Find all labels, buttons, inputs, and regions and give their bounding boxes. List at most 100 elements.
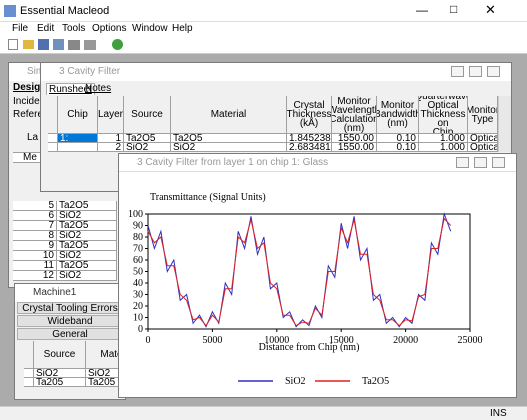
tool-save[interactable] [38,39,49,50]
cell: SiO2 [171,143,287,152]
cell: Ta2O5 [171,134,287,143]
minimize[interactable]: — [416,3,428,17]
x-tick-label: 0 [146,335,151,346]
layer-material: SiO2 [57,231,117,241]
row-header [48,96,58,134]
x-tick-label: 15000 [329,335,354,346]
column-header: Chip [58,96,98,134]
series-line [147,217,452,327]
cell[interactable]: 1: Glass [58,134,98,143]
machine-window: Machine1 Crystal Tooling Errors Wideband G… [14,283,138,400]
x-tick-label: 10000 [264,335,289,346]
layer-number: 12 [13,271,57,281]
plot-title: 3 Cavity Filter from layer 1 on chip 1: … [119,154,516,172]
cell: 1 [98,134,124,143]
cell: 0.10 [377,134,419,143]
x-axis-title: Distance from Chip (nm) [259,342,360,353]
x-tick-label: 25000 [458,335,483,346]
cell: 1.000 [419,134,468,143]
menu-item[interactable]: Options [92,23,127,34]
minimize[interactable] [456,157,469,168]
layer-number: 8 [13,231,57,241]
sim-field: Inciden [13,96,46,107]
row-indicator [48,143,58,152]
column-header: Monitor Wavelength [Calculation] (nm) [332,96,377,134]
toolbar [0,36,527,54]
tool-open[interactable] [23,40,34,49]
layer-number: 11 [13,261,57,271]
column-header: Crystal Thickness (kÅ) [287,96,332,134]
layer-number: 5 [13,201,57,211]
cell[interactable] [58,143,98,152]
status-ins: INS [490,408,507,419]
minimize[interactable] [451,66,464,77]
tool-save-all[interactable] [53,39,64,50]
layer-material: SiO2 [57,271,117,281]
row-header [24,341,34,369]
sim-field: Referen [13,109,49,120]
cell: 1.845238 [287,134,332,143]
cell: SiO2 [34,369,86,378]
cell: 1550.00 [332,143,377,152]
menu-item[interactable]: File [12,23,29,34]
series-line [147,212,452,328]
close[interactable] [487,66,500,77]
tool-new[interactable] [8,39,18,50]
machine-title: Machine1 [15,284,125,302]
cell: Optical [468,134,498,143]
x-tick-label: 20000 [393,335,418,346]
menu-item[interactable]: Edit [37,23,55,34]
y-tick-label: 10 [133,313,143,324]
menu-item[interactable]: Tools [62,23,86,34]
menu-bar: File Edit Tools Options Window Help [0,22,527,36]
status-bar: INS [0,406,527,420]
cell: 1.000 [419,143,468,152]
maximize[interactable]: □ [450,2,458,16]
button[interactable]: Wideband [17,315,123,327]
button[interactable]: General [17,328,123,340]
tool-preview[interactable] [84,40,96,50]
column-header: Layer [98,96,124,134]
maximize[interactable] [469,66,482,77]
menu-item[interactable]: Help [172,23,193,34]
tool-print[interactable] [68,40,80,50]
y-tick-label: 100 [128,209,143,220]
button[interactable]: Crystal Tooling Errors [17,302,123,314]
y-tick-label: 40 [133,278,143,289]
layer-material: Ta2O5 [57,241,117,251]
cell: Optical [468,143,498,152]
tool-materials[interactable] [112,39,123,50]
layer-material: SiO2 [57,251,117,261]
y-axis-title: Transmittance (Signal Units) [150,192,266,203]
cell: 2 [98,143,124,152]
column-header: Monitor Type [468,96,498,134]
layer-material: SiO2 [57,211,117,221]
y-tick-label: 0 [138,324,143,335]
layer-number: 6 [13,211,57,221]
sim-tab[interactable]: Design [13,82,47,93]
tab[interactable]: Notes [85,83,112,94]
app-title: Essential Macleod [20,5,110,17]
app-icon [4,5,16,17]
y-tick-label: 30 [133,290,143,301]
cell: Ta2O5 [124,134,171,143]
y-tick-label: 70 [133,244,143,255]
row-indicator [24,378,34,387]
column-header: Monitor Bandwidth (nm) [377,96,419,134]
chart: Transmittance (Signal Units) Distance fr… [128,192,483,387]
legend-label: Ta2O5 [362,376,389,387]
close[interactable]: ✕ [485,2,496,17]
y-tick-label: 60 [133,255,143,266]
layer-number: 9 [13,241,57,251]
app-title-bar: Essential Macleod — □ ✕ [0,0,527,22]
menu-item[interactable]: Window [132,23,168,34]
maximize[interactable] [474,157,487,168]
column-header: Source [124,96,171,134]
tab[interactable]: Runsheet [46,83,95,95]
x-tick-label: 5000 [202,335,222,346]
close[interactable] [492,157,505,168]
layer-material: Ta2O5 [57,201,117,211]
row-indicator [48,134,58,143]
cell: 1550.00 [332,134,377,143]
y-tick-label: 80 [133,232,143,243]
